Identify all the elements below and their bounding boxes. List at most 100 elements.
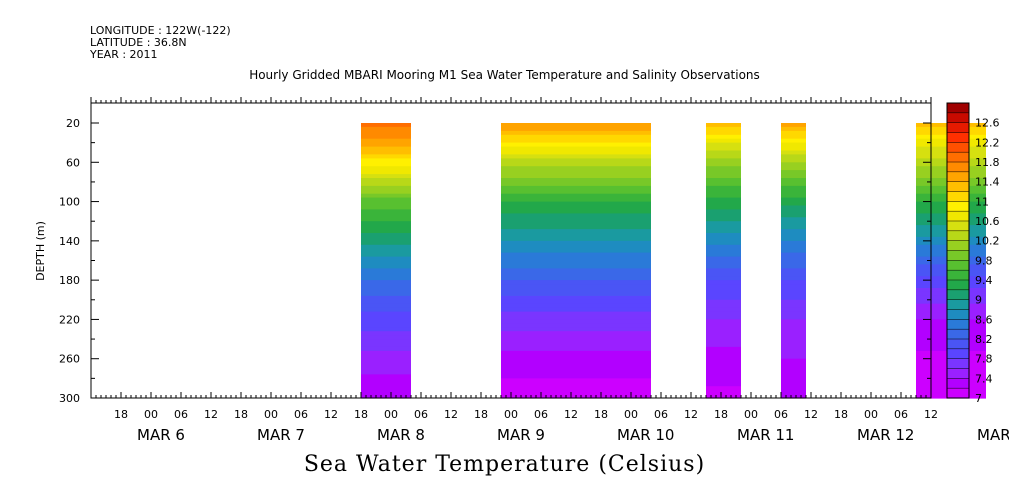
data-band-seg0: [361, 288, 411, 293]
data-band-seg0: [361, 343, 411, 348]
data-band-seg0: [361, 272, 411, 277]
data-band-seg3: [781, 378, 806, 383]
data-band-seg2: [706, 126, 741, 132]
data-band-seg1: [501, 386, 651, 391]
data-band-seg2: [706, 366, 741, 372]
data-band-seg0: [361, 240, 411, 246]
data-band-seg1: [501, 272, 651, 277]
data-band-seg3: [781, 233, 806, 238]
data-band-seg0: [361, 154, 411, 159]
data-band-seg3: [781, 221, 806, 226]
data-band-seg1: [501, 189, 651, 195]
data-band-seg1: [501, 288, 651, 293]
data-band-seg2: [706, 225, 741, 230]
data-band-seg0: [361, 162, 411, 167]
data-band-seg0: [361, 221, 411, 226]
data-band-seg0: [361, 126, 411, 132]
colorbar-swatch: [947, 230, 969, 241]
data-band-seg1: [501, 225, 651, 230]
data-band-seg2: [706, 146, 741, 152]
data-band-seg0: [361, 339, 411, 344]
data-band-seg0: [361, 346, 411, 352]
data-band-seg3: [781, 150, 806, 155]
x-date-label: MAR 11: [737, 426, 794, 444]
colorbar-swatch: [947, 122, 969, 133]
data-band-seg3: [781, 327, 806, 332]
data-band-seg3: [781, 138, 806, 144]
data-band-seg1: [501, 162, 651, 167]
x-hour-tick-label: 00: [504, 408, 518, 421]
data-band-seg3: [781, 209, 806, 214]
data-band-seg2: [706, 339, 741, 344]
data-band-seg2: [706, 272, 741, 277]
x-hour-tick-label: 18: [114, 408, 128, 421]
data-band-seg2: [706, 248, 741, 254]
data-band-seg0: [361, 362, 411, 368]
data-band-seg3: [781, 354, 806, 360]
data-band-seg0: [361, 213, 411, 218]
data-band-seg3: [781, 323, 806, 328]
data-band-seg2: [706, 158, 741, 163]
data-band-seg2: [706, 233, 741, 238]
x-hour-tick-label: 00: [624, 408, 638, 421]
data-band-seg2: [706, 162, 741, 167]
colorbar-label: 7: [975, 392, 982, 405]
data-band-seg2: [706, 193, 741, 199]
data-band-seg3: [781, 374, 806, 379]
data-band-seg1: [501, 268, 651, 273]
y-tick-label: 60: [66, 156, 80, 169]
data-band-seg3: [781, 256, 806, 262]
colorbar-label: 9.8: [975, 254, 993, 267]
data-band-seg3: [781, 181, 806, 187]
data-band-seg3: [781, 264, 806, 269]
data-band-seg1: [501, 354, 651, 360]
x-date-label: MAR 13: [977, 426, 1009, 444]
data-band-seg2: [706, 150, 741, 155]
data-band-seg0: [361, 311, 411, 317]
data-band-seg0: [361, 130, 411, 136]
colorbar-swatch: [947, 152, 969, 163]
data-band-seg3: [781, 284, 806, 289]
x-hour-tick-label: 12: [204, 408, 218, 421]
data-band-seg1: [501, 197, 651, 203]
x-hour-tick-label: 12: [444, 408, 458, 421]
data-band-seg0: [361, 370, 411, 375]
data-band-seg3: [781, 339, 806, 344]
chart-title: Hourly Gridded MBARI Mooring M1 Sea Wate…: [249, 68, 760, 82]
data-band-seg3: [781, 189, 806, 195]
colorbar-swatch: [947, 181, 969, 192]
data-band-seg3: [781, 370, 806, 375]
y-tick-label: 100: [59, 196, 80, 209]
data-band-seg1: [501, 378, 651, 383]
y-tick-label: 300: [59, 392, 80, 405]
data-band-seg2: [706, 154, 741, 159]
data-band-seg3: [781, 295, 806, 301]
data-band-seg3: [781, 193, 806, 199]
x-hour-tick-label: 18: [594, 408, 608, 421]
data-band-seg1: [501, 248, 651, 254]
x-date-label: MAR 7: [257, 426, 305, 444]
colorbar-swatch: [947, 201, 969, 212]
data-band-seg1: [501, 299, 651, 305]
x-hour-tick-label: 00: [864, 408, 878, 421]
data-band-seg1: [501, 358, 651, 364]
data-band-seg2: [706, 174, 741, 179]
data-band-seg1: [501, 350, 651, 356]
data-band-seg3: [781, 244, 806, 250]
colorbar-swatch: [947, 260, 969, 271]
data-band-seg2: [706, 217, 741, 222]
data-band-seg1: [501, 362, 651, 368]
y-tick-label: 260: [59, 353, 80, 366]
data-band-seg0: [361, 134, 411, 140]
data-band-seg3: [781, 394, 806, 399]
data-band-seg0: [361, 236, 411, 242]
x-date-label: MAR 10: [617, 426, 674, 444]
data-band-seg0: [361, 303, 411, 309]
data-band-seg2: [706, 335, 741, 340]
data-band-seg1: [501, 335, 651, 340]
data-band-seg2: [706, 295, 741, 301]
data-band-seg1: [501, 217, 651, 222]
data-band-seg2: [706, 236, 741, 242]
data-band-seg0: [361, 299, 411, 305]
colorbar-swatch: [947, 191, 969, 202]
